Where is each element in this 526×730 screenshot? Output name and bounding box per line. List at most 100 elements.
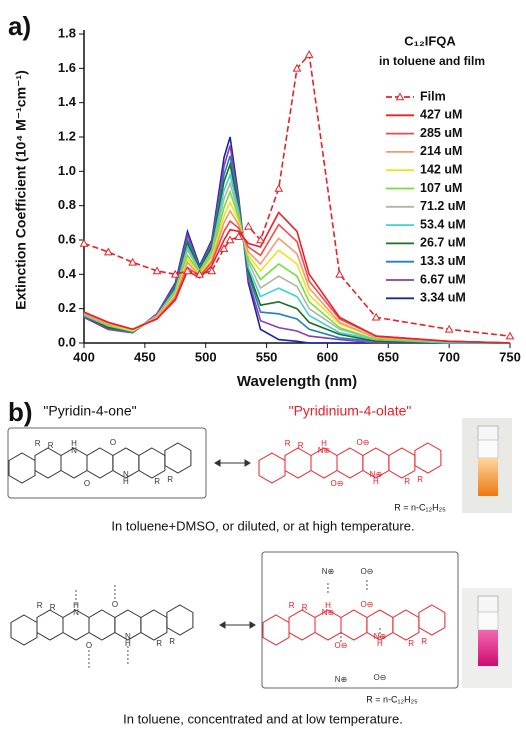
legend-label: 71.2 uM	[420, 199, 466, 213]
legend-label: 214 uM	[420, 144, 462, 158]
legend-label: 26.7 uM	[420, 236, 466, 250]
x-tick-label: 650	[377, 349, 399, 364]
x-tick-label: 400	[73, 349, 95, 364]
atom-label: O⊖	[330, 479, 343, 488]
molecule	[9, 443, 191, 483]
data-marker	[81, 240, 88, 246]
atom-label: H	[325, 601, 331, 610]
atom-label: N⊕	[322, 567, 334, 576]
ring	[259, 453, 285, 483]
legend-label: 107 uM	[420, 181, 462, 195]
x-tick-label: 750	[499, 349, 521, 364]
atom-label: O	[110, 438, 116, 447]
y-tick-label: 1.8	[58, 25, 76, 40]
atom-label: R	[417, 475, 423, 484]
atom-label: R	[35, 439, 41, 448]
atom-label: R	[37, 601, 43, 610]
legend-label: 285 uM	[420, 126, 462, 140]
vial-photo	[462, 418, 512, 688]
ring	[415, 443, 441, 473]
ring	[11, 615, 37, 645]
equilibrium-arrows	[215, 460, 255, 628]
atom-label: R	[404, 477, 410, 486]
atom-label: O⊖	[360, 600, 373, 609]
y-tick-label: 1.6	[58, 60, 76, 75]
molecule	[259, 443, 441, 483]
ring	[37, 610, 63, 640]
ring	[87, 448, 113, 478]
atom-label: R	[50, 603, 56, 612]
atom-label: R	[302, 603, 308, 612]
y-tick-label: 1.0	[58, 163, 76, 178]
x-tick-label: 450	[134, 349, 156, 364]
atom-label: O⊖	[356, 438, 369, 447]
ring	[393, 610, 419, 640]
atom-label: R	[169, 637, 175, 646]
ring	[9, 453, 35, 483]
y-tick-label: 0.2	[58, 300, 76, 315]
ring	[285, 448, 311, 478]
atom-label: R	[421, 637, 427, 646]
ring	[419, 605, 445, 635]
ring	[289, 610, 315, 640]
atom-label: R	[154, 477, 160, 486]
legend-label: 53.4 uM	[420, 217, 466, 231]
legend-label: Film	[420, 89, 446, 103]
ring	[139, 448, 165, 478]
legend-label: 3.34 uM	[420, 291, 466, 305]
y-tick-label: 0.8	[58, 197, 76, 212]
x-tick-label: 500	[195, 349, 217, 364]
legend-label: 427 uM	[420, 108, 462, 122]
y-axis-label: Extinction Coefficient (10⁴ M⁻¹cm⁻¹)	[13, 70, 29, 310]
y-tick-label: 0.0	[58, 334, 76, 349]
legend-title: C₁₂IFQA	[404, 33, 456, 48]
data-marker	[507, 333, 514, 339]
data-marker	[336, 271, 343, 277]
ring	[341, 610, 367, 640]
atom-label: O⊖	[360, 567, 373, 576]
atom-label: R	[167, 475, 173, 484]
x-tick-label: 600	[317, 349, 339, 364]
y-tick-label: 0.4	[58, 266, 77, 281]
atom-label: H	[123, 477, 129, 486]
atom-label: H	[377, 639, 383, 648]
atom-label: H	[71, 439, 77, 448]
atom-label: O⊖	[373, 673, 386, 682]
atom-label: O	[84, 479, 90, 488]
data-marker	[306, 51, 313, 57]
atom-label: R	[156, 639, 162, 648]
ring	[89, 610, 115, 640]
x-axis-label: Wavelength (nm)	[237, 373, 357, 390]
atom-label: H	[321, 439, 327, 448]
panel-label: b)	[8, 397, 33, 427]
atom-label: O	[112, 600, 118, 609]
ring	[165, 443, 191, 473]
atom-label: O⊖	[334, 641, 347, 650]
legend-label: 142 uM	[420, 162, 462, 176]
figure: a) C₁₂IFQA in toluene and film Wavelengt…	[0, 0, 526, 730]
ring	[35, 448, 61, 478]
y-tick-label: 0.6	[58, 231, 76, 246]
ring	[141, 610, 167, 640]
atom-label: R	[289, 601, 295, 610]
atom-label: R	[408, 639, 414, 648]
atom-label: N⊕	[335, 675, 347, 684]
ring	[167, 605, 193, 635]
ring	[337, 448, 363, 478]
structure-label: "Pyridin-4-one"	[43, 403, 136, 419]
structure-label: "Pyridinium-4-olate"	[289, 403, 412, 419]
x-tick-label: 700	[438, 349, 460, 364]
ring	[389, 448, 415, 478]
atom-label: O	[86, 641, 92, 650]
data-marker	[245, 223, 252, 229]
atom-label: H	[373, 477, 379, 486]
legend-label: 13.3 uM	[420, 254, 466, 268]
y-tick-label: 1.4	[58, 94, 77, 109]
x-tick-label: 550	[256, 349, 278, 364]
y-tick-label: 1.2	[58, 128, 76, 143]
caption: In toluene, concentrated and at low temp…	[123, 711, 403, 726]
ring	[263, 615, 289, 645]
panel-label: a)	[8, 11, 31, 41]
atom-label: R	[298, 441, 304, 450]
legend-subtitle: in toluene and film	[379, 54, 485, 68]
